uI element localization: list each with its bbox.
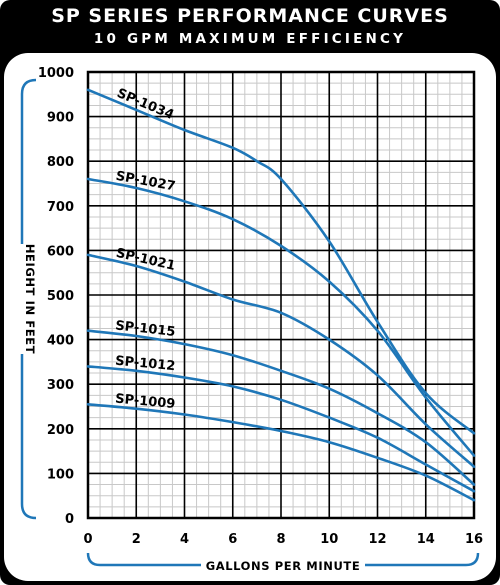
y-tick-label: 0 xyxy=(65,512,74,527)
x-axis-title-backdrop xyxy=(201,555,365,575)
y-tick-label: 400 xyxy=(47,334,74,349)
x-tick-label: 2 xyxy=(132,532,141,547)
y-tick-label: 900 xyxy=(47,111,74,126)
chart-subtitle: 10 GPM MAXIMUM EFFICIENCY xyxy=(93,31,407,47)
y-tick-label: 300 xyxy=(47,378,74,393)
y-tick-label: 100 xyxy=(47,467,74,482)
series-line-sp-1012 xyxy=(86,365,476,493)
plot-border xyxy=(86,70,476,520)
series-line-sp-1021 xyxy=(86,253,476,468)
y-tick-label: 500 xyxy=(47,289,74,304)
y-axis-title-backdrop xyxy=(13,244,31,354)
series-line-sp-1015 xyxy=(86,329,476,486)
chart-title: SP SERIES PERFORMANCE CURVES xyxy=(51,5,449,27)
series-label-sp-1009: SP-1009 xyxy=(115,392,176,413)
series-line-sp-1009 xyxy=(86,403,476,502)
y-axis-title: HEIGHT IN FEET xyxy=(23,244,37,354)
x-tick-label: 10 xyxy=(320,532,338,547)
x-tick-label: 6 xyxy=(228,532,237,547)
y-tick-label: 1000 xyxy=(38,66,74,81)
y-tick-label: 600 xyxy=(47,244,74,259)
y-tick-label: 700 xyxy=(47,200,74,215)
x-tick-label: 4 xyxy=(180,532,189,547)
x-tick-label: 14 xyxy=(417,532,435,547)
y-tick-label: 200 xyxy=(47,423,74,438)
series-label-sp-1015: SP-1015 xyxy=(115,318,177,340)
series-line-sp-1027 xyxy=(86,177,476,457)
x-axis-title: GALLONS PER MINUTE xyxy=(206,559,361,573)
x-tick-label: 8 xyxy=(276,532,285,547)
series-line-sp-1034 xyxy=(86,88,476,435)
series-label-sp-1012: SP-1012 xyxy=(115,354,176,375)
x-tick-label: 12 xyxy=(368,532,386,547)
x-tick-label: 0 xyxy=(83,532,92,547)
x-tick-label: 16 xyxy=(465,532,483,547)
y-tick-label: 800 xyxy=(47,155,74,170)
